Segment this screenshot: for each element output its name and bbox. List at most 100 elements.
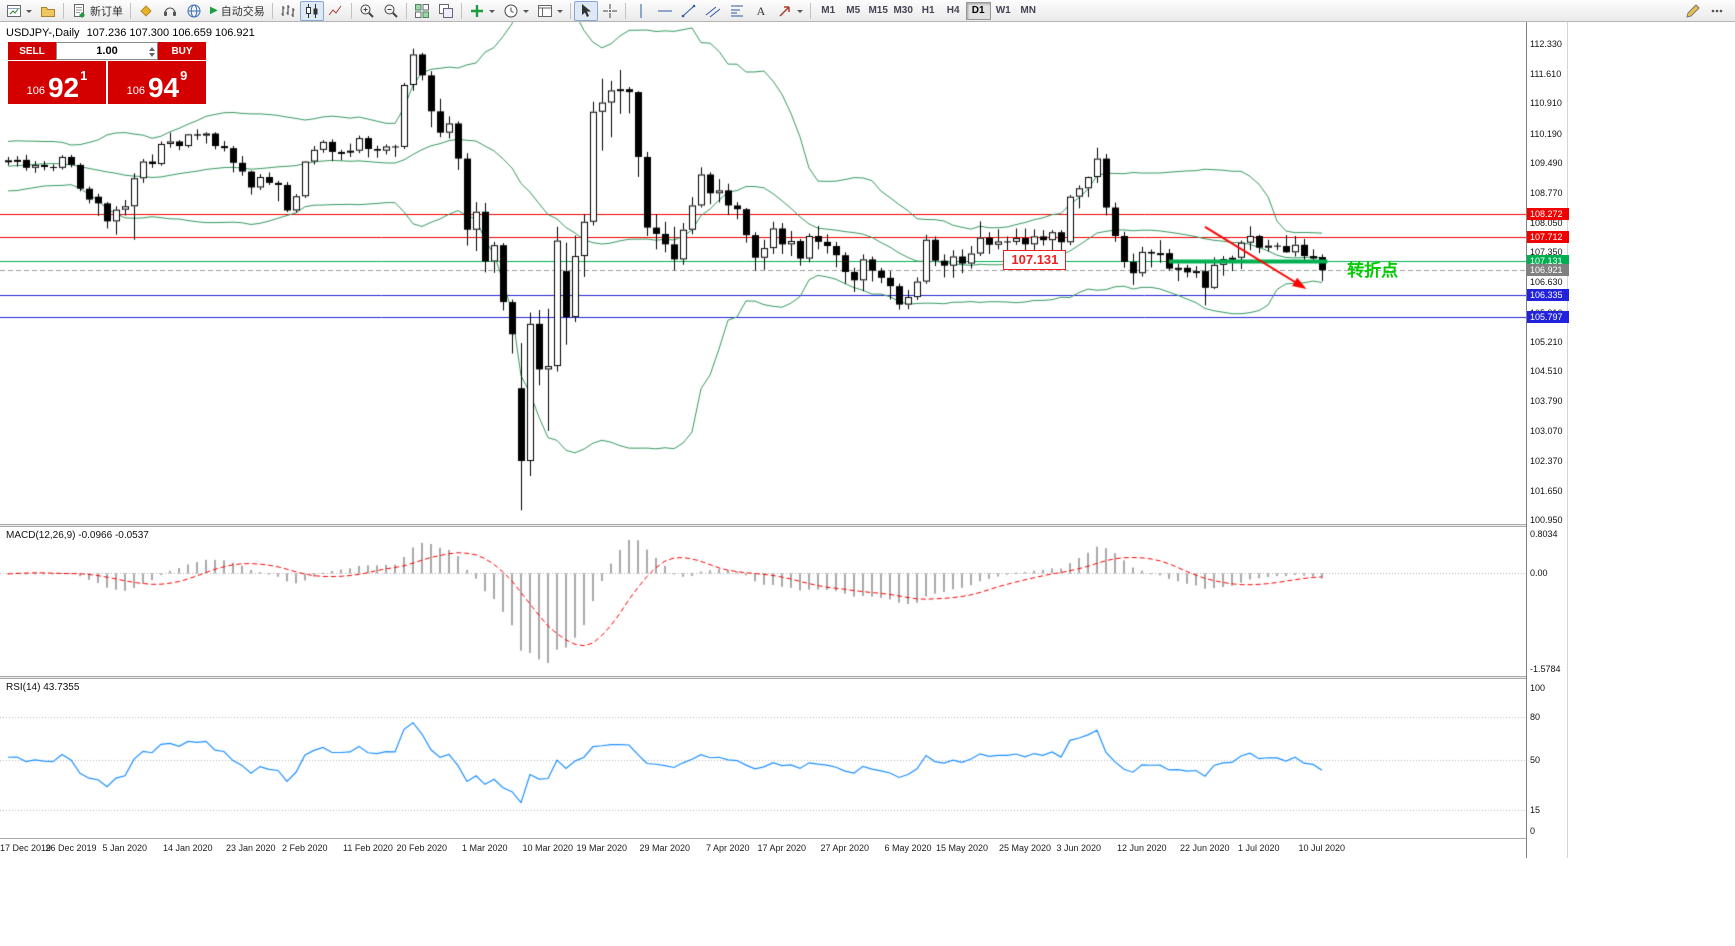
buy-price-pips: 94: [147, 72, 180, 104]
timeframe-h1-button[interactable]: H1: [916, 2, 941, 20]
turning-point-annotation[interactable]: 转折点: [1347, 261, 1399, 281]
zoom-out-icon[interactable]: [379, 1, 403, 21]
toolbar-separator: [460, 2, 462, 19]
svg-text:A: A: [756, 4, 765, 18]
spinner-up-icon[interactable]: [149, 44, 155, 51]
autotrading-button[interactable]: ▶ 自动交易: [206, 1, 269, 21]
time-axis[interactable]: 17 Dec 2019 26 Dec 2019 5 Jan 2020 14 Jan 2…: [0, 838, 1568, 858]
price-tick: 106.630: [1530, 277, 1563, 288]
price-badge: 107.712: [1527, 231, 1569, 244]
trade-panel-price-row: 106 92 1 106 94 9: [8, 61, 206, 104]
price-tick: 112.330: [1530, 39, 1562, 49]
date-label: 5 Jan 2020: [102, 843, 148, 853]
date-label: 14 Jan 2020: [163, 843, 213, 853]
price-tick: 103.790: [1530, 396, 1563, 407]
date-label: 11 Feb 2020: [343, 843, 393, 853]
date-label: 26 Dec 2019: [45, 843, 97, 853]
line-chart-icon[interactable]: [324, 1, 348, 21]
price-annotation-label[interactable]: 107.131: [1003, 250, 1067, 271]
candlestick-chart-icon[interactable]: [299, 0, 324, 21]
date-label: 23 Jan 2020: [226, 843, 276, 853]
templates-icon[interactable]: [533, 1, 567, 21]
sell-button[interactable]: SELL: [8, 42, 56, 60]
support-icon[interactable]: [158, 1, 182, 21]
edit-toolbar-icon[interactable]: [1681, 1, 1705, 21]
date-label: 20 Feb 2020: [396, 843, 448, 853]
timeframe-w1-button[interactable]: W1: [991, 2, 1016, 20]
equidistant-channel-icon[interactable]: [701, 1, 725, 21]
cascade-windows-icon[interactable]: [434, 1, 458, 21]
zoom-in-icon[interactable]: [355, 1, 379, 21]
price-tick: 104.510: [1530, 366, 1563, 377]
timeframe-m30-button[interactable]: M30: [891, 2, 916, 20]
community-icon[interactable]: [182, 1, 206, 21]
crosshair-icon[interactable]: [598, 1, 622, 21]
bar-chart-icon[interactable]: [276, 1, 300, 21]
indicators-icon[interactable]: [465, 1, 499, 21]
trendline-icon[interactable]: [677, 1, 701, 21]
main-chart-canvas[interactable]: [0, 22, 1526, 524]
timeframe-d1-button[interactable]: D1: [965, 1, 991, 20]
macd-axis-zero: 0.00: [1530, 568, 1548, 579]
arrows-icon[interactable]: [773, 1, 807, 21]
tile-windows-icon[interactable]: [410, 1, 434, 21]
date-label: 1 Jul 2020: [1238, 843, 1280, 853]
new-order-button[interactable]: 新订单: [67, 1, 127, 21]
toolbar-options-icon[interactable]: [1705, 1, 1729, 21]
toolbar-separator: [405, 2, 407, 19]
date-label: 19 Mar 2020: [576, 843, 628, 853]
pane-splitter[interactable]: [0, 676, 1568, 679]
mql5-icon[interactable]: [134, 1, 158, 21]
profiles-icon[interactable]: [36, 1, 60, 21]
date-label: 25 May 2020: [999, 843, 1052, 853]
timeframe-mn-button[interactable]: MN: [1016, 2, 1041, 20]
date-label: 1 Mar 2020: [462, 843, 508, 853]
date-label: 29 Mar 2020: [639, 843, 691, 853]
date-label: 17 Dec 2019: [0, 843, 52, 853]
price-tick: 102.370: [1530, 455, 1563, 466]
periods-icon[interactable]: [499, 1, 533, 21]
timeframe-m5-button[interactable]: M5: [841, 2, 866, 20]
price-axis[interactable]: 112.330 111.610 110.910 110.190 109.490 108.7…: [1526, 22, 1569, 858]
rsi-indicator-label: RSI(14) 43.7355: [6, 682, 80, 693]
new-chart-icon[interactable]: [2, 1, 36, 21]
main-toolbar: 新订单 ▶ 自动交易: [0, 0, 1735, 22]
rsi-indicator-canvas[interactable]: [0, 679, 1526, 838]
price-tick: 110.910: [1530, 98, 1562, 109]
price-badge: 106.335: [1527, 288, 1569, 301]
price-badge: 105.797: [1527, 311, 1569, 324]
rsi-axis-label: 50: [1530, 754, 1541, 765]
macd-axis-min: -1.5784: [1530, 664, 1561, 674]
buy-price-button[interactable]: 106 94 9: [108, 61, 206, 104]
buy-button[interactable]: BUY: [158, 42, 206, 60]
timeframe-m1-button[interactable]: M1: [816, 2, 841, 20]
spinner-down-icon[interactable]: [149, 53, 155, 60]
toolbar-separator: [63, 2, 64, 19]
price-badge: 108.272: [1527, 207, 1569, 220]
pane-splitter[interactable]: [0, 524, 1568, 527]
sell-price-point: 1: [80, 68, 88, 83]
macd-indicator-label: MACD(12,26,9) -0.0966 -0.0537: [6, 530, 149, 541]
timeframe-m15-button[interactable]: M15: [866, 2, 891, 20]
text-icon[interactable]: A: [749, 1, 773, 21]
sell-price-button[interactable]: 106 92 1: [8, 61, 106, 104]
timeframe-h4-button[interactable]: H4: [941, 2, 966, 20]
cursor-icon[interactable]: [573, 0, 598, 21]
one-click-trading-panel: SELL 1.00 BUY 106 92 1 106 94 9: [8, 42, 206, 104]
volume-input[interactable]: 1.00: [56, 42, 158, 60]
macd-indicator-canvas[interactable]: [0, 527, 1526, 676]
buy-price-point: 9: [180, 68, 188, 83]
timeframes-toolbar: M1 M5 M15 M30 H1 H4 D1 W1 MN: [816, 1, 1041, 20]
fibonacci-icon[interactable]: [725, 1, 749, 21]
date-label: 12 Jun 2020: [1117, 843, 1167, 853]
volume-spinner[interactable]: [149, 46, 155, 60]
chart-title: USDJPY-,Daily 107.236 107.300 106.659 106…: [6, 27, 255, 39]
sell-price-pips: 92: [47, 72, 80, 104]
toolbar-separator: [350, 2, 352, 19]
vertical-line-icon[interactable]: [629, 1, 653, 21]
horizontal-line-icon[interactable]: [653, 1, 677, 21]
toolbar-separator: [271, 2, 273, 19]
date-label: 2 Feb 2020: [282, 843, 328, 853]
buy-price-figure: 106: [126, 85, 145, 97]
volume-value: 1.00: [96, 45, 118, 57]
